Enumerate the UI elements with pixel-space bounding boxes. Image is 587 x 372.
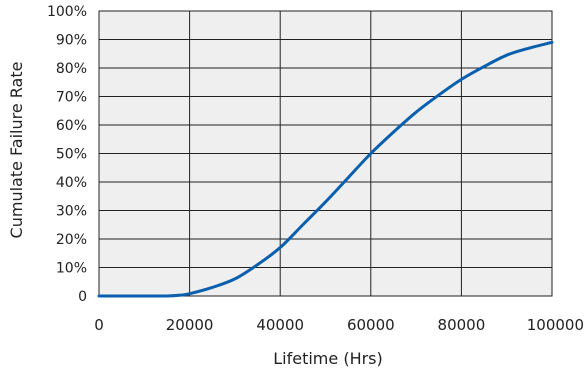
y-tick-label: 80% [56,61,87,77]
failure-rate-line [97,40,554,298]
y-axis-title: Cumulate Failure Rate [7,62,26,239]
x-tick-label: 60000 [347,316,395,334]
y-tick-label: 20% [56,232,87,248]
series-layer [97,40,554,298]
x-tick-label: 80000 [438,316,486,334]
x-tick-label: 0 [94,316,104,334]
x-tick-label: 100000 [527,316,584,334]
y-tick-label: 50% [56,147,87,163]
y-tick-label: 40% [56,175,87,191]
x-axis-title: Lifetime (Hrs) [273,349,383,368]
y-tick-label: 90% [56,33,87,49]
y-tick-label: 100% [47,4,87,20]
x-tick-labels: 0 20000 40000 60000 80000 100000 [94,316,584,334]
y-tick-label: 60% [56,118,87,134]
x-tick-label: 40000 [256,316,304,334]
y-tick-label: 0 [78,289,87,305]
grid-lines [99,11,552,296]
x-tick-label: 20000 [166,316,214,334]
y-tick-label: 30% [56,204,87,220]
y-tick-label: 10% [56,261,87,277]
y-tick-labels: 0 10% 20% 30% 40% 50% 60% 70% 80% 90% 100% [47,4,87,305]
y-tick-label: 70% [56,90,87,106]
